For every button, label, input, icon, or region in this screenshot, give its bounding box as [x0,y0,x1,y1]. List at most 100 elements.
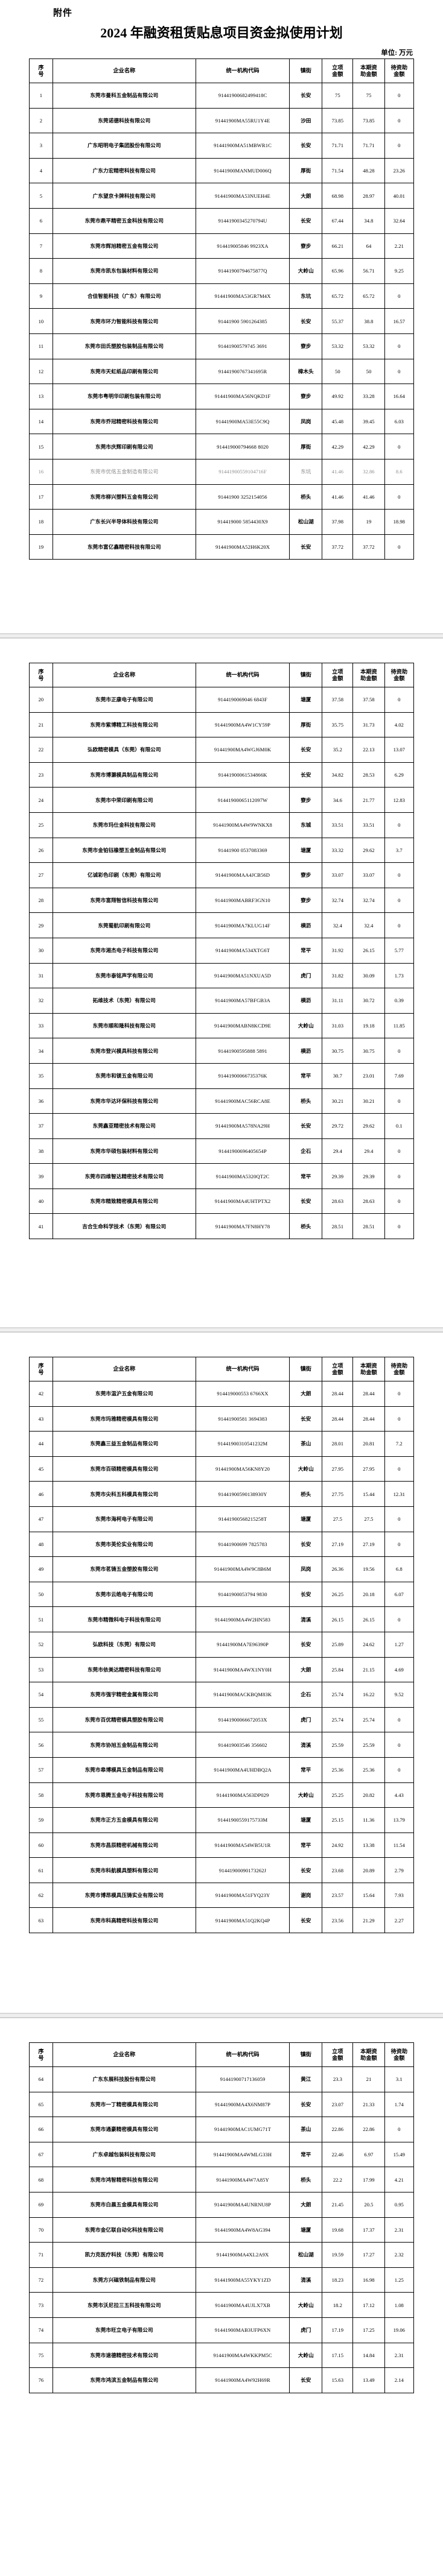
cell-town: 寮步 [289,384,323,409]
cell-pending-subsidy: 0 [384,1531,415,1558]
cell-pending-subsidy: 12.83 [384,787,415,813]
cell-org-code: 91441900MA4UHDBQ2A [195,1757,290,1783]
cell-pending-subsidy: 2.21 [384,233,415,259]
cell-current-subsidy: 23.01 [352,1062,385,1089]
cell-current-subsidy: 26.15 [352,937,385,964]
cell-pending-subsidy: 0 [384,1732,415,1758]
cell-org-code: 91441900MAC56RCA8E [195,1088,290,1114]
column-header-no: 序 号 [29,1357,53,1381]
cell-pending-subsidy: 7.93 [384,1882,415,1908]
cell-town: 横沥 [289,912,323,938]
cell-town: 东城 [289,812,323,838]
cell-project-amount: 25.89 [322,1631,354,1658]
table-body: 64 广东东展科技股份有限公司 91441900717136059 黄江 23.3 21 3… [29,2066,415,2393]
cell-org-code: 91441900061534866K [195,762,290,788]
cell-company-name: 东莞市白晨五金模具有限公司 [52,2191,196,2218]
cell-project-amount: 27.95 [322,1456,354,1482]
cell-pending-subsidy: 1.08 [384,2292,415,2318]
table-header-row: 序 号 企业名称 统一机构代码 镇街 立项 金额 本期资 助金额 待资助 金额 [29,663,415,687]
cell-org-code: 91441900MA4W2HN583 [195,1606,290,1632]
header-line: 本期资 [360,668,377,675]
cell-pending-subsidy: 0 [384,687,415,713]
table-row: 11 东莞市田氏塑胶包装制品有限公司 91441900579745 3691 寮步 53… [29,333,415,359]
cell-serial-number: 72 [29,2267,53,2293]
cell-current-subsidy: 34.8 [352,207,385,234]
cell-serial-number: 9 [29,283,53,309]
cell-org-code: 91441900MA534XTG6T [195,937,290,964]
header-line: 号 [38,71,44,77]
cell-org-code: 914419000 5854430X9 [195,509,290,535]
cell-serial-number: 26 [29,837,53,863]
cell-current-subsidy: 65.72 [352,283,385,309]
document-page-1: 附件 2024 年融资租赁贴息项目资金拟使用计划 单位: 万元 序 号 企业名称… [0,0,443,631]
cell-project-amount: 19.68 [322,2217,354,2243]
cell-serial-number: 43 [29,1406,53,1432]
cell-project-amount: 31.82 [322,962,354,989]
cell-project-amount: 53.32 [322,333,354,359]
cell-serial-number: 13 [29,384,53,409]
cell-current-subsidy: 38.8 [352,308,385,334]
cell-town: 大岭山 [289,1456,323,1482]
cell-pending-subsidy: 2.31 [384,2342,415,2369]
cell-org-code: 91441900MACKBQM83K [195,1682,290,1708]
cell-company-name: 东莞市海柯电子有限公司 [52,1506,196,1532]
cell-town: 东坑 [289,283,323,309]
cell-town: 长安 [289,207,323,234]
cell-company-name: 弘欧精密模具（东莞）有限公司 [52,737,196,763]
cell-org-code: 91441900MA52H6K20X [195,534,290,560]
cell-company-name: 东莞市金铂钰橡塑五金制品有限公司 [52,837,196,863]
column-header-current-subsidy: 本期资 助金额 [352,58,385,83]
cell-company-name: 弘欧科技（东莞）有限公司 [52,1631,196,1658]
cell-org-code: 91441900MA53E55C9Q [195,408,290,435]
cell-project-amount: 33.51 [322,812,354,838]
cell-current-subsidy: 30.72 [352,988,385,1014]
cell-current-subsidy: 24.62 [352,1631,385,1658]
cell-project-amount: 31.03 [322,1012,354,1039]
cell-town: 厚街 [289,157,323,184]
cell-town: 大朗 [289,1656,323,1683]
column-header-code: 统一机构代码 [195,663,290,687]
table-row: 23 东莞市博灏模具制品有限公司 91441900061534866K 长安 34.82… [29,762,415,788]
cell-town: 长安 [289,2091,323,2118]
cell-org-code: 914419000553 6766XX [195,1381,290,1407]
cell-town: 企石 [289,1138,323,1164]
cell-company-name: 东莞市富翔智信科技有限公司 [52,887,196,914]
cell-org-code: 91441900090173262J [195,1857,290,1883]
cell-pending-subsidy: 0 [384,283,415,309]
table-row: 13 东莞市粤明华印刷包装有限公司 91441900MA56NQKD1F 寮步 49.9… [29,384,415,409]
cell-serial-number: 25 [29,812,53,838]
cell-current-subsidy: 48.28 [352,157,385,184]
cell-pending-subsidy: 4.43 [384,1782,415,1808]
cell-pending-subsidy: 5.77 [384,937,415,964]
cell-company-name: 东莞市中荣印刷有限公司 [52,787,196,813]
cell-serial-number: 58 [29,1782,53,1808]
column-header-company: 企业名称 [52,58,196,83]
grant-table-page-3: 序 号 企业名称 统一机构代码 镇街 立项 金额 本期资 助金额 待资助 金额 [29,1357,415,1934]
cell-serial-number: 29 [29,912,53,938]
cell-pending-subsidy: 0 [384,484,415,510]
cell-org-code: 91441900MA4W9C8B6M [195,1556,290,1582]
cell-company-name: 东莞市正康电子有限公司 [52,687,196,713]
column-header-code: 统一机构代码 [195,2042,290,2067]
cell-project-amount: 22.2 [322,2167,354,2192]
cell-town: 虎门 [289,962,323,989]
cell-pending-subsidy: 7.69 [384,1062,415,1089]
cell-current-subsidy: 28.51 [352,1213,385,1240]
cell-current-subsidy: 20.89 [352,1857,385,1883]
cell-pending-subsidy: 0 [384,812,415,838]
cell-town: 厚街 [289,434,323,459]
cell-org-code: 91441900MA51MBWR1C [195,133,290,159]
cell-town: 常平 [289,1832,323,1858]
cell-project-amount: 67.44 [322,207,354,234]
cell-org-code: 91441900MA4W1CY59P [195,712,290,738]
cell-company-name: 东莞市粤明华印刷包装有限公司 [52,384,196,409]
cell-current-subsidy: 20.5 [352,2191,385,2218]
cell-company-name: 东莞市皋博模具五金制品有限公司 [52,1757,196,1783]
cell-serial-number: 4 [29,157,53,184]
header-line: 序 [38,2048,44,2054]
cell-serial-number: 22 [29,737,53,763]
cell-org-code: 91441900767341695R [195,358,290,385]
cell-current-subsidy: 71.71 [352,133,385,159]
cell-company-name: 东莞市天虹纸品印刷有限公司 [52,358,196,385]
header-line: 助金额 [360,675,377,681]
